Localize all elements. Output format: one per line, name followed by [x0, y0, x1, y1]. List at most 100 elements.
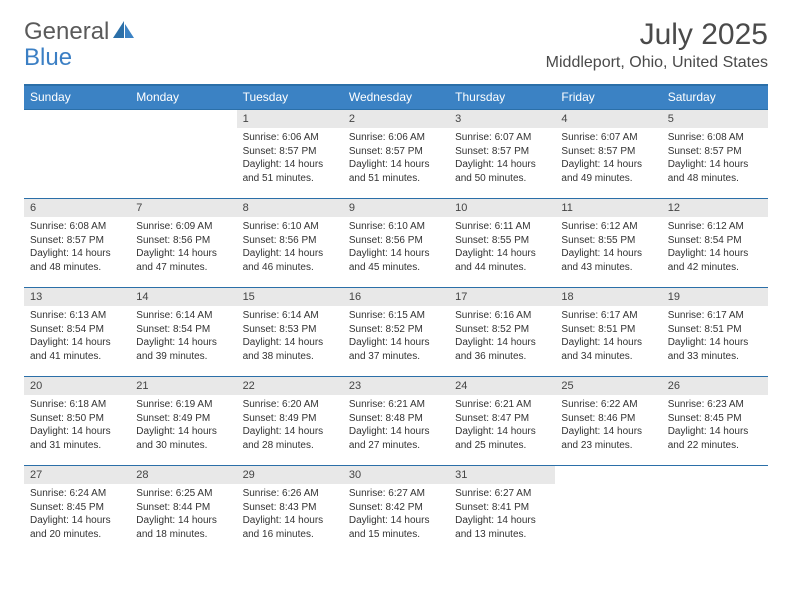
- day-number: 21: [130, 377, 236, 395]
- day-details: Sunrise: 6:25 AMSunset: 8:44 PMDaylight:…: [130, 484, 236, 545]
- day-number: .: [24, 110, 130, 128]
- day-number: 29: [237, 466, 343, 484]
- day-number: 5: [662, 110, 768, 128]
- calendar-cell-empty: .: [662, 466, 768, 554]
- brand-word-2: Blue: [24, 44, 72, 71]
- brand-sail-icon: [113, 21, 135, 44]
- weekday-header: Sunday: [24, 86, 130, 109]
- day-number: 17: [449, 288, 555, 306]
- day-number: 30: [343, 466, 449, 484]
- calendar-cell: 30Sunrise: 6:27 AMSunset: 8:42 PMDayligh…: [343, 466, 449, 554]
- day-details: Sunrise: 6:20 AMSunset: 8:49 PMDaylight:…: [237, 395, 343, 456]
- weekday-header: Tuesday: [237, 86, 343, 109]
- calendar-cell-empty: .: [130, 110, 236, 198]
- day-details: Sunrise: 6:07 AMSunset: 8:57 PMDaylight:…: [449, 128, 555, 189]
- calendar-cell: 8Sunrise: 6:10 AMSunset: 8:56 PMDaylight…: [237, 199, 343, 287]
- day-number: 14: [130, 288, 236, 306]
- day-number: 10: [449, 199, 555, 217]
- day-details: Sunrise: 6:22 AMSunset: 8:46 PMDaylight:…: [555, 395, 661, 456]
- calendar-cell: 24Sunrise: 6:21 AMSunset: 8:47 PMDayligh…: [449, 377, 555, 465]
- day-details: Sunrise: 6:14 AMSunset: 8:54 PMDaylight:…: [130, 306, 236, 367]
- calendar-cell: 23Sunrise: 6:21 AMSunset: 8:48 PMDayligh…: [343, 377, 449, 465]
- day-details: Sunrise: 6:27 AMSunset: 8:42 PMDaylight:…: [343, 484, 449, 545]
- day-details: Sunrise: 6:21 AMSunset: 8:48 PMDaylight:…: [343, 395, 449, 456]
- day-number: 25: [555, 377, 661, 395]
- day-details: Sunrise: 6:07 AMSunset: 8:57 PMDaylight:…: [555, 128, 661, 189]
- day-details: Sunrise: 6:10 AMSunset: 8:56 PMDaylight:…: [343, 217, 449, 278]
- calendar-cell: 29Sunrise: 6:26 AMSunset: 8:43 PMDayligh…: [237, 466, 343, 554]
- calendar-cell: 13Sunrise: 6:13 AMSunset: 8:54 PMDayligh…: [24, 288, 130, 376]
- calendar-cell: 9Sunrise: 6:10 AMSunset: 8:56 PMDaylight…: [343, 199, 449, 287]
- day-number: 7: [130, 199, 236, 217]
- calendar-cell: 11Sunrise: 6:12 AMSunset: 8:55 PMDayligh…: [555, 199, 661, 287]
- day-details: Sunrise: 6:23 AMSunset: 8:45 PMDaylight:…: [662, 395, 768, 456]
- calendar-cell: 7Sunrise: 6:09 AMSunset: 8:56 PMDaylight…: [130, 199, 236, 287]
- day-number: 31: [449, 466, 555, 484]
- day-number: .: [662, 466, 768, 484]
- brand-word-2-wrap: Blue: [24, 44, 72, 72]
- day-number: 1: [237, 110, 343, 128]
- day-number: 11: [555, 199, 661, 217]
- day-details: Sunrise: 6:08 AMSunset: 8:57 PMDaylight:…: [662, 128, 768, 189]
- calendar-cell-empty: .: [24, 110, 130, 198]
- calendar-cell: 6Sunrise: 6:08 AMSunset: 8:57 PMDaylight…: [24, 199, 130, 287]
- calendar-cell: 20Sunrise: 6:18 AMSunset: 8:50 PMDayligh…: [24, 377, 130, 465]
- calendar-cell-empty: .: [555, 466, 661, 554]
- day-number: 24: [449, 377, 555, 395]
- calendar-cell: 31Sunrise: 6:27 AMSunset: 8:41 PMDayligh…: [449, 466, 555, 554]
- calendar-week: 13Sunrise: 6:13 AMSunset: 8:54 PMDayligh…: [24, 287, 768, 376]
- calendar-cell: 26Sunrise: 6:23 AMSunset: 8:45 PMDayligh…: [662, 377, 768, 465]
- weekday-header-row: SundayMondayTuesdayWednesdayThursdayFrid…: [24, 86, 768, 109]
- day-details: Sunrise: 6:18 AMSunset: 8:50 PMDaylight:…: [24, 395, 130, 456]
- day-details: Sunrise: 6:12 AMSunset: 8:55 PMDaylight:…: [555, 217, 661, 278]
- calendar-cell: 28Sunrise: 6:25 AMSunset: 8:44 PMDayligh…: [130, 466, 236, 554]
- calendar-cell: 14Sunrise: 6:14 AMSunset: 8:54 PMDayligh…: [130, 288, 236, 376]
- day-number: 8: [237, 199, 343, 217]
- weekday-header: Monday: [130, 86, 236, 109]
- day-number: 22: [237, 377, 343, 395]
- calendar-cell: 5Sunrise: 6:08 AMSunset: 8:57 PMDaylight…: [662, 110, 768, 198]
- calendar-cell: 1Sunrise: 6:06 AMSunset: 8:57 PMDaylight…: [237, 110, 343, 198]
- day-number: 6: [24, 199, 130, 217]
- day-details: Sunrise: 6:10 AMSunset: 8:56 PMDaylight:…: [237, 217, 343, 278]
- day-details: Sunrise: 6:21 AMSunset: 8:47 PMDaylight:…: [449, 395, 555, 456]
- day-number: 3: [449, 110, 555, 128]
- day-details: Sunrise: 6:16 AMSunset: 8:52 PMDaylight:…: [449, 306, 555, 367]
- calendar-cell: 18Sunrise: 6:17 AMSunset: 8:51 PMDayligh…: [555, 288, 661, 376]
- calendar-cell: 22Sunrise: 6:20 AMSunset: 8:49 PMDayligh…: [237, 377, 343, 465]
- day-details: Sunrise: 6:24 AMSunset: 8:45 PMDaylight:…: [24, 484, 130, 545]
- weekday-header: Friday: [555, 86, 661, 109]
- day-details: Sunrise: 6:11 AMSunset: 8:55 PMDaylight:…: [449, 217, 555, 278]
- day-details: Sunrise: 6:09 AMSunset: 8:56 PMDaylight:…: [130, 217, 236, 278]
- day-details: Sunrise: 6:14 AMSunset: 8:53 PMDaylight:…: [237, 306, 343, 367]
- calendar-week: 6Sunrise: 6:08 AMSunset: 8:57 PMDaylight…: [24, 198, 768, 287]
- day-details: Sunrise: 6:08 AMSunset: 8:57 PMDaylight:…: [24, 217, 130, 278]
- day-number: 23: [343, 377, 449, 395]
- calendar-body: ..1Sunrise: 6:06 AMSunset: 8:57 PMDaylig…: [24, 109, 768, 554]
- calendar-cell: 2Sunrise: 6:06 AMSunset: 8:57 PMDaylight…: [343, 110, 449, 198]
- calendar-cell: 17Sunrise: 6:16 AMSunset: 8:52 PMDayligh…: [449, 288, 555, 376]
- day-number: 13: [24, 288, 130, 306]
- day-number: 15: [237, 288, 343, 306]
- location-text: Middleport, Ohio, United States: [546, 54, 768, 72]
- day-number: 9: [343, 199, 449, 217]
- day-details: Sunrise: 6:13 AMSunset: 8:54 PMDaylight:…: [24, 306, 130, 367]
- day-number: 20: [24, 377, 130, 395]
- day-number: 18: [555, 288, 661, 306]
- day-number: 4: [555, 110, 661, 128]
- weekday-header: Wednesday: [343, 86, 449, 109]
- day-details: Sunrise: 6:12 AMSunset: 8:54 PMDaylight:…: [662, 217, 768, 278]
- day-number: 16: [343, 288, 449, 306]
- day-number: 12: [662, 199, 768, 217]
- day-details: [24, 128, 130, 135]
- day-number: 19: [662, 288, 768, 306]
- day-details: Sunrise: 6:17 AMSunset: 8:51 PMDaylight:…: [662, 306, 768, 367]
- day-details: [130, 128, 236, 135]
- calendar-cell: 25Sunrise: 6:22 AMSunset: 8:46 PMDayligh…: [555, 377, 661, 465]
- calendar-cell: 12Sunrise: 6:12 AMSunset: 8:54 PMDayligh…: [662, 199, 768, 287]
- calendar-cell: 19Sunrise: 6:17 AMSunset: 8:51 PMDayligh…: [662, 288, 768, 376]
- page-header: General July 2025 Middleport, Ohio, Unit…: [0, 0, 792, 76]
- calendar-cell: 16Sunrise: 6:15 AMSunset: 8:52 PMDayligh…: [343, 288, 449, 376]
- weekday-header: Thursday: [449, 86, 555, 109]
- calendar: SundayMondayTuesdayWednesdayThursdayFrid…: [24, 84, 768, 554]
